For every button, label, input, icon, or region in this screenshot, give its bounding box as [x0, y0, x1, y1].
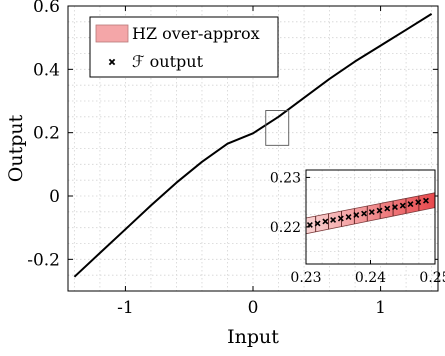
y-tick-label: 0.2 [33, 124, 60, 144]
output-point [392, 204, 398, 211]
output-point [353, 212, 360, 218]
inset-y-tick-label: 0.22 [270, 220, 301, 236]
x-tick-label: 0 [248, 298, 259, 318]
y-tick-label: 0.4 [33, 60, 60, 80]
output-point [423, 197, 429, 204]
inset-x-tick-label: 0.25 [419, 270, 445, 286]
legend-label-hz: HZ over-approx [132, 24, 260, 43]
x-tick-label: 1 [375, 298, 386, 318]
inset-x-tick-label: 0.24 [355, 270, 386, 286]
output-point [322, 218, 329, 225]
output-point [368, 209, 375, 216]
zoom-inset: 0.23 0.24 0.25 0.22 0.23 [270, 169, 445, 286]
output-points-layer [306, 197, 429, 228]
y-axis-title: Output [5, 114, 27, 182]
output-point [407, 201, 414, 208]
y-tick-label: 0 [49, 187, 60, 207]
legend-x-marker [108, 58, 116, 66]
output-point [337, 215, 344, 222]
inset-y-tick-label: 0.23 [270, 170, 301, 186]
output-point [330, 217, 337, 223]
output-point [376, 207, 383, 214]
y-tick-label: 0.6 [33, 0, 60, 17]
main-curve-layer [73, 13, 433, 278]
x-tick-label: -1 [117, 298, 134, 318]
output-curve [73, 13, 433, 278]
output-point [415, 199, 422, 206]
legend: HZ over-approx ℱ output [89, 16, 279, 78]
inset-ticks: 0.23 0.24 0.25 0.22 0.23 [270, 170, 445, 286]
output-point [345, 214, 352, 220]
output-point [361, 210, 368, 217]
x-axis-title: Input [227, 326, 279, 348]
inset-x-tick-label: 0.23 [290, 270, 321, 286]
zoom-region-box [265, 110, 290, 146]
y-tick-label: -0.2 [27, 250, 60, 270]
output-point [314, 220, 321, 227]
legend-label-output: ℱ output [132, 52, 204, 71]
output-point [384, 205, 391, 212]
main-ticks: -1 0 1 -0.2 0 0.2 0.4 0.6 [27, 0, 438, 318]
legend-patch-swatch [95, 24, 129, 43]
output-point [399, 202, 406, 209]
